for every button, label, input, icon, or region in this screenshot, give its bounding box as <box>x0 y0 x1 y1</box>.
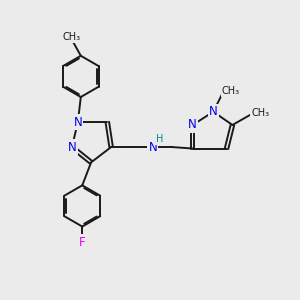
Text: F: F <box>79 236 86 249</box>
Text: N: N <box>188 118 197 131</box>
Text: N: N <box>148 141 157 154</box>
Text: N: N <box>74 116 82 128</box>
Text: N: N <box>68 141 76 154</box>
Text: CH₃: CH₃ <box>222 86 240 96</box>
Text: H: H <box>156 134 164 144</box>
Text: CH₃: CH₃ <box>63 32 81 42</box>
Text: N: N <box>209 105 218 118</box>
Text: CH₃: CH₃ <box>251 108 269 118</box>
